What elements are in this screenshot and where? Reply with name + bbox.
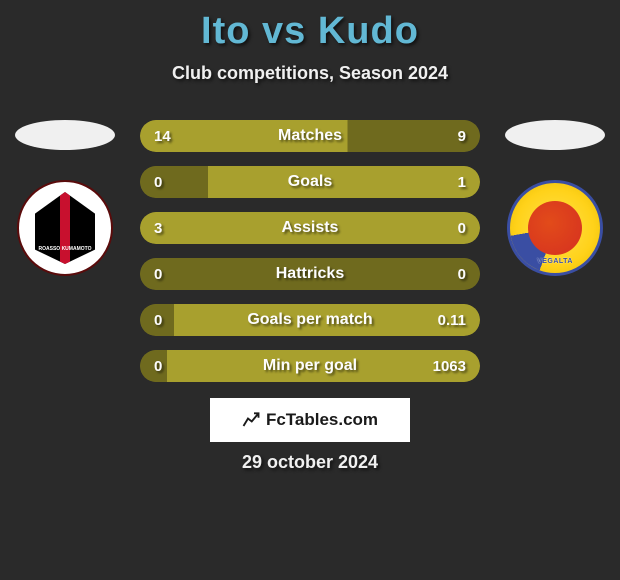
attribution-text: FcTables.com	[266, 410, 378, 430]
club-left-crest-icon	[35, 192, 95, 264]
stat-right-value: 1063	[433, 350, 466, 382]
attribution-banner: FcTables.com	[210, 398, 410, 442]
stat-row: 0Goals1	[140, 166, 480, 198]
stat-right-value: 0	[458, 212, 466, 244]
stat-right-value: 0	[458, 258, 466, 290]
stat-row: 0Hattricks0	[140, 258, 480, 290]
stat-right-value: 1	[458, 166, 466, 198]
stat-row: 3Assists0	[140, 212, 480, 244]
club-left-name: ROASSO KUMAMOTO	[19, 246, 111, 252]
club-right-bird-icon	[528, 201, 582, 255]
subtitle: Club competitions, Season 2024	[0, 63, 620, 84]
stat-label: Assists	[140, 212, 480, 244]
stat-row: 0Min per goal1063	[140, 350, 480, 382]
stat-label: Min per goal	[140, 350, 480, 382]
stat-right-value: 0.11	[438, 304, 466, 336]
player-left-avatar	[15, 120, 115, 150]
player-right-column: VEGALTA	[500, 120, 610, 276]
stat-row: 14Matches9	[140, 120, 480, 152]
stat-row: 0Goals per match0.11	[140, 304, 480, 336]
player-left-column: ROASSO KUMAMOTO	[10, 120, 120, 276]
stat-label: Goals	[140, 166, 480, 198]
stat-label: Matches	[140, 120, 480, 152]
club-left-badge: ROASSO KUMAMOTO	[17, 180, 113, 276]
stat-right-value: 9	[458, 120, 466, 152]
page-title: Ito vs Kudo	[0, 0, 620, 53]
club-right-badge: VEGALTA	[507, 180, 603, 276]
stat-label: Goals per match	[140, 304, 480, 336]
date-label: 29 october 2024	[0, 452, 620, 473]
chart-icon	[242, 411, 260, 429]
stats-bars: 14Matches90Goals13Assists00Hattricks00Go…	[140, 120, 480, 382]
stat-label: Hattricks	[140, 258, 480, 290]
player-right-avatar	[505, 120, 605, 150]
club-right-name: VEGALTA	[510, 258, 600, 265]
